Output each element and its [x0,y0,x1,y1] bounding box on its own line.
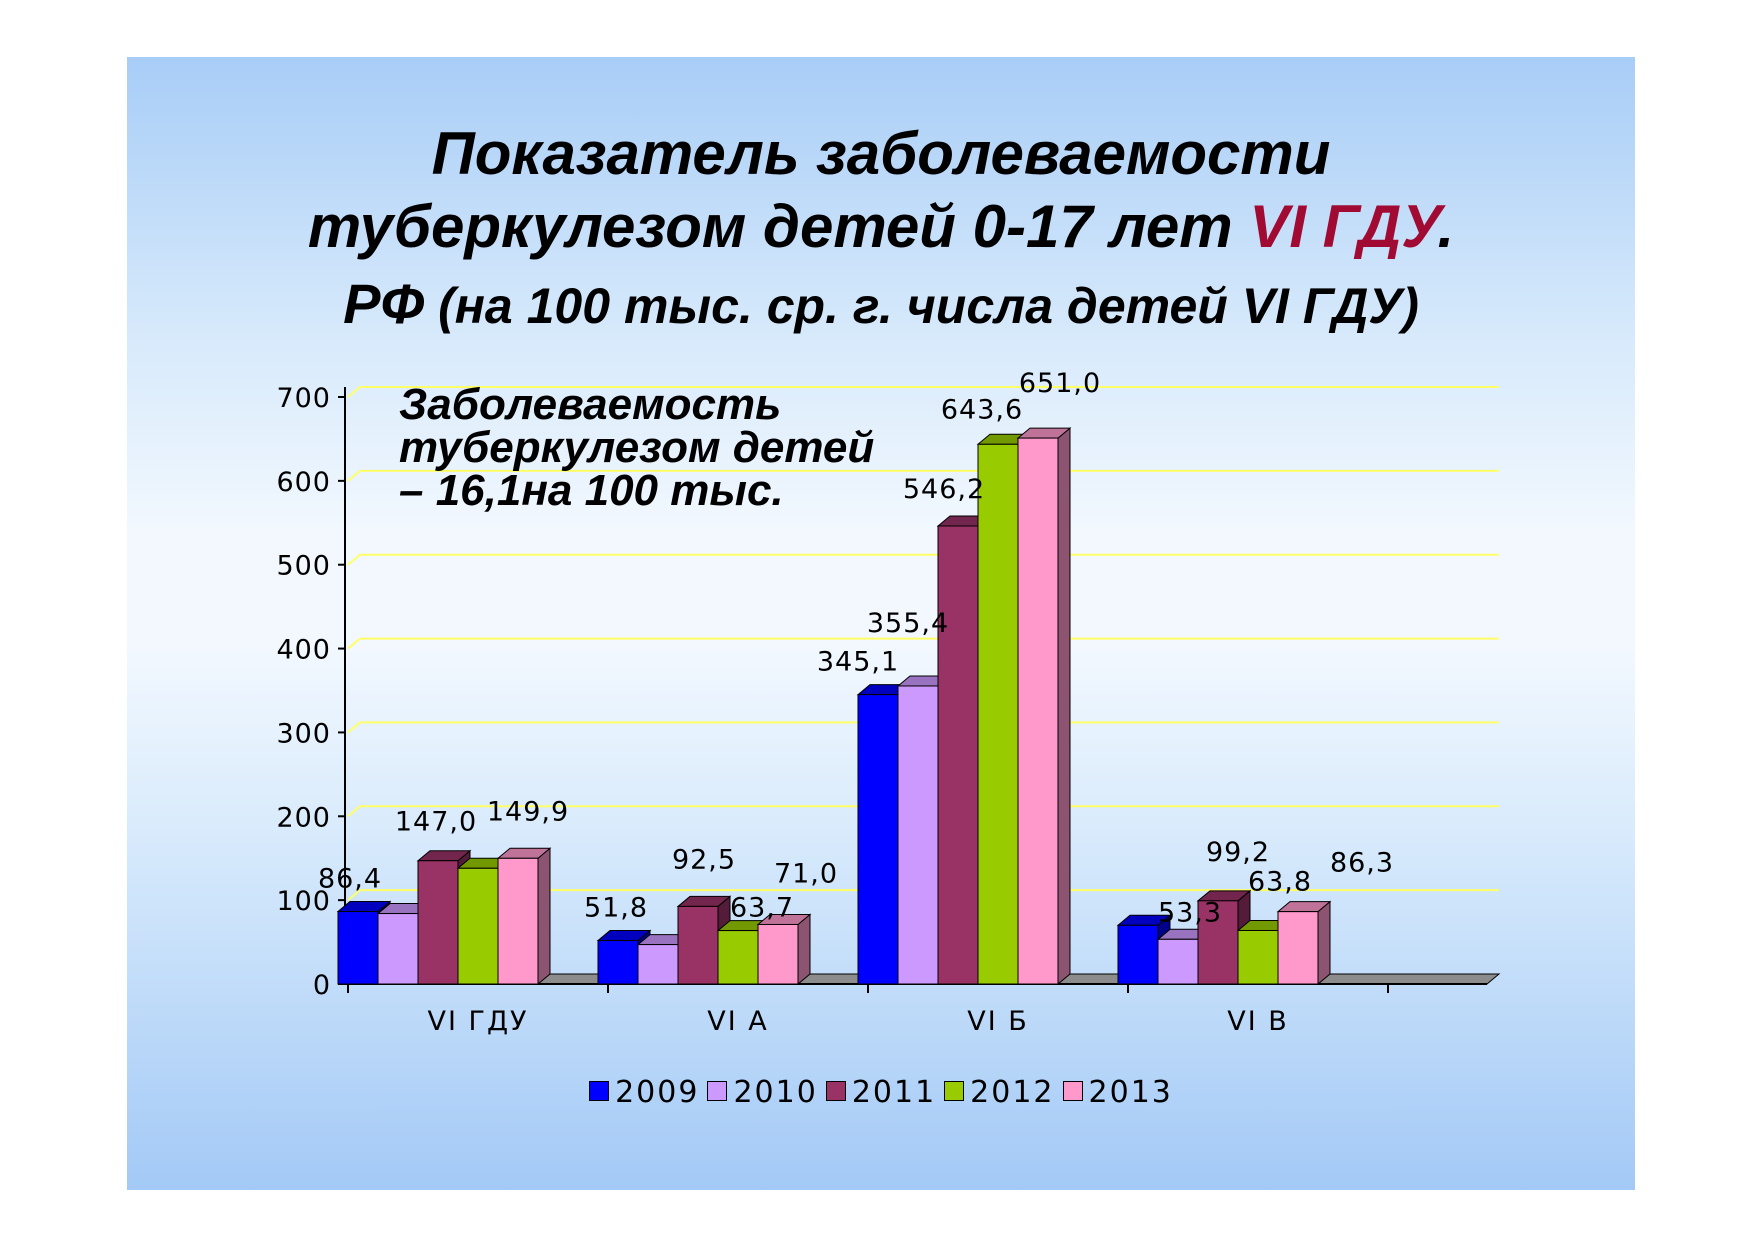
x-tick-label: VI А [707,1006,769,1037]
data-label: 149,9 [487,796,569,827]
gridline-slant [347,386,361,398]
bar [1016,427,1072,986]
gridline-slant [347,721,361,734]
data-label: 86,3 [1330,848,1394,879]
incidence-note-line-1: Заболеваемость [399,380,782,429]
bar-front [897,685,939,985]
legend-label: 2009 [615,1075,700,1110]
legend-swatch [1062,1081,1083,1101]
bar-front [637,944,679,985]
data-label: 147,0 [395,807,477,838]
gridline-slant [347,470,361,482]
y-tick-label: 500 [276,551,331,582]
data-label: 53,3 [1158,897,1222,928]
data-labels: 86,4 147,0 149,9 51,8 92,5 63,7 71,0 345,1 355,4… [318,368,1394,928]
bar-front [717,930,759,985]
chart-title-line-2-main: туберкулезом детей 0-17 лет [307,193,1250,260]
bar-front [937,525,979,985]
bar-chart: 0 100 200 300 400 500 600 700 VI ГДУ VI А VI Б VI В… [276,368,1501,1037]
bar-side [537,847,551,986]
x-tick-label: VI ГДУ [427,1006,528,1037]
chart-title-line-3: РФ (на 100 тыс. ср. г. числа детей VI ГД… [127,271,1635,336]
bar-side [797,913,811,986]
y-tick-label: 0 [313,970,331,1001]
chart-title-line-3-paren: (на 100 тыс. ср. г. числа детей VI ГДУ) [424,278,1419,334]
data-label: 643,6 [941,394,1023,425]
legend-item: 2009 [589,1075,699,1110]
legend-label: 2012 [970,1075,1055,1110]
legend-swatch [589,1081,610,1101]
data-label: 355,4 [867,608,949,639]
data-label: 99,2 [1206,837,1270,868]
legend-swatch [944,1081,965,1101]
bars [336,427,1332,986]
chart-title-highlight: VI ГДУ [1249,193,1438,260]
x-tick-label: VI В [1227,1006,1289,1037]
data-label: 71,0 [774,858,838,889]
y-tick-label: 400 [276,635,331,666]
data-label: 546,2 [903,474,985,505]
data-label: 651,0 [1019,368,1101,399]
x-tick-label: VI Б [967,1006,1029,1037]
incidence-note-line-3: – 16,1на 100 тыс. [399,466,784,515]
axes: 0 100 200 300 400 500 600 700 VI ГДУ VI А VI Б VI В [276,383,1487,1037]
bar [1276,900,1332,986]
bar-side [1317,900,1331,986]
bar-front [1117,924,1159,985]
legend-label: 2013 [1088,1075,1173,1110]
bar-front [457,867,499,985]
gridline-slant [347,889,361,901]
data-label: 63,8 [1248,866,1312,897]
incidence-note: Заболеваемость туберкулезом детей – 16,1… [399,380,875,515]
bar [756,913,812,986]
chart-title-line-2: туберкулезом детей 0-17 лет VI ГДУ. [127,192,1635,261]
legend-swatch [707,1081,728,1101]
bar-front [857,694,899,985]
legend-label: 2010 [733,1075,818,1110]
y-tick-label: 600 [276,467,331,498]
legend-swatch [825,1081,846,1101]
y-tick-label: 700 [276,383,331,414]
slide-background: Показатель заболеваемости туберкулезом д… [127,57,1635,1190]
chart-title-line-1: Показатель заболеваемости [431,120,1331,187]
y-tick-label: 100 [276,886,331,917]
data-label: 51,8 [584,893,648,924]
bar-front [417,860,459,985]
gridline-slant [347,805,361,818]
bar-front [677,905,719,985]
chart-legend: 2009 2010 2011 2012 2013 [127,1075,1635,1110]
bar-front [497,857,539,985]
bar-front [1017,437,1059,985]
chart-title-line-3-main: РФ [343,272,425,335]
bar-front [1277,911,1319,985]
bar-side [1057,427,1071,986]
bar-front [977,443,1019,985]
legend-item: 2013 [1062,1075,1173,1110]
gridline-slant [347,553,361,566]
bar-front [377,913,419,985]
bar [496,847,552,986]
data-label: 86,4 [318,864,382,895]
gridline-slant [347,637,361,650]
bar-front [1237,929,1279,985]
legend-item: 2011 [825,1075,937,1110]
legend-label: 2011 [851,1075,937,1110]
data-label: 92,5 [672,844,736,875]
data-label: 345,1 [817,647,899,678]
incidence-note-line-2: туберкулезом детей [399,423,875,472]
bar-front [597,940,639,985]
bar-front [757,923,799,985]
bar-front [1157,938,1199,985]
data-label: 63,7 [730,893,794,924]
bar-front [337,911,379,985]
chart-title-line-2-end: . [1437,193,1455,260]
y-tick-label: 300 [276,718,331,749]
y-tick-label: 200 [276,802,331,833]
legend-item: 2012 [944,1075,1054,1110]
legend-item: 2010 [707,1075,817,1110]
